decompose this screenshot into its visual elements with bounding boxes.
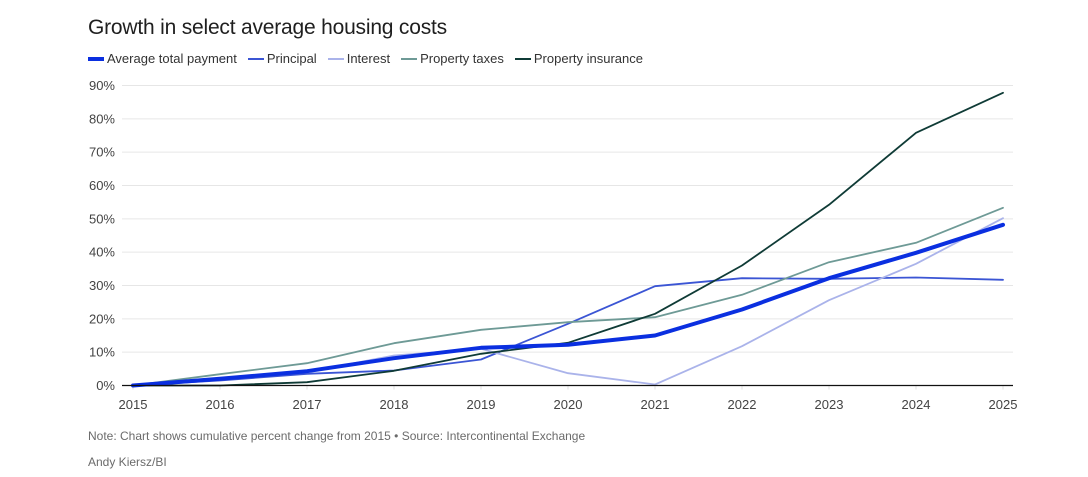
- x-tick-label: 2024: [902, 397, 931, 412]
- x-tick-label: 2018: [380, 397, 409, 412]
- x-tick-label: 2023: [815, 397, 844, 412]
- legend-item-principal: Principal: [247, 51, 317, 66]
- legend-label: Average total payment: [107, 51, 237, 66]
- chart-title: Growth in select average housing costs: [88, 16, 447, 39]
- y-tick-label: 20%: [89, 311, 115, 326]
- legend-label: Principal: [266, 51, 317, 66]
- legend-item-property-taxes: Property taxes: [401, 51, 504, 66]
- y-tick-label: 0%: [96, 378, 115, 393]
- y-tick-label: 40%: [89, 245, 115, 260]
- chart-legend: Average total payment Principal Interest Pr…: [88, 51, 654, 66]
- y-tick-label: 80%: [89, 111, 115, 126]
- x-tick-label: 2021: [641, 397, 670, 412]
- legend-label: Property insurance: [533, 51, 644, 66]
- series-line-average-total-payment: [131, 222, 1005, 388]
- series-line-principal: [132, 276, 1004, 387]
- legend-swatch: [247, 57, 264, 60]
- series-line-interest: [132, 217, 1004, 387]
- x-tick-label: 2020: [554, 397, 583, 412]
- x-axis-ticks: 2015 2016 2017 2018 2019 2020 2021 2022 2023 2024…: [119, 385, 1018, 412]
- y-tick-label: 10%: [89, 345, 115, 360]
- legend-item-average-total-payment: Average total payment: [88, 51, 237, 66]
- x-tick-label: 2025: [989, 397, 1018, 412]
- x-tick-label: 2017: [293, 397, 322, 412]
- y-tick-label: 60%: [89, 178, 115, 193]
- x-tick-label: 2016: [206, 397, 235, 412]
- y-tick-label: 30%: [89, 278, 115, 293]
- legend-label: Interest: [346, 51, 391, 66]
- x-tick-label: 2015: [119, 397, 148, 412]
- legend-item-interest: Interest: [327, 51, 391, 66]
- series-line-property-insurance: [132, 91, 1004, 387]
- y-tick-label: 90%: [89, 78, 115, 93]
- legend-swatch: [401, 57, 418, 60]
- x-tick-label: 2019: [467, 397, 496, 412]
- series-line-property-taxes: [132, 206, 1004, 387]
- legend-swatch: [88, 56, 104, 61]
- x-tick-label: 2022: [728, 397, 757, 412]
- chart-credit: Andy Kiersz/BI: [88, 455, 167, 469]
- chart-note: Note: Chart shows cumulative percent cha…: [88, 429, 586, 443]
- legend-swatch: [327, 57, 344, 60]
- legend-swatch: [514, 57, 531, 60]
- y-tick-label: 70%: [89, 145, 115, 160]
- gridlines: [122, 85, 1013, 353]
- series-lines: [131, 91, 1005, 388]
- y-tick-label: 50%: [89, 211, 115, 226]
- legend-item-property-insurance: Property insurance: [514, 51, 644, 66]
- legend-label: Property taxes: [420, 51, 504, 66]
- y-axis-ticks: 0% 10% 20% 30% 40% 50% 60% 70% 80% 90%: [89, 78, 115, 393]
